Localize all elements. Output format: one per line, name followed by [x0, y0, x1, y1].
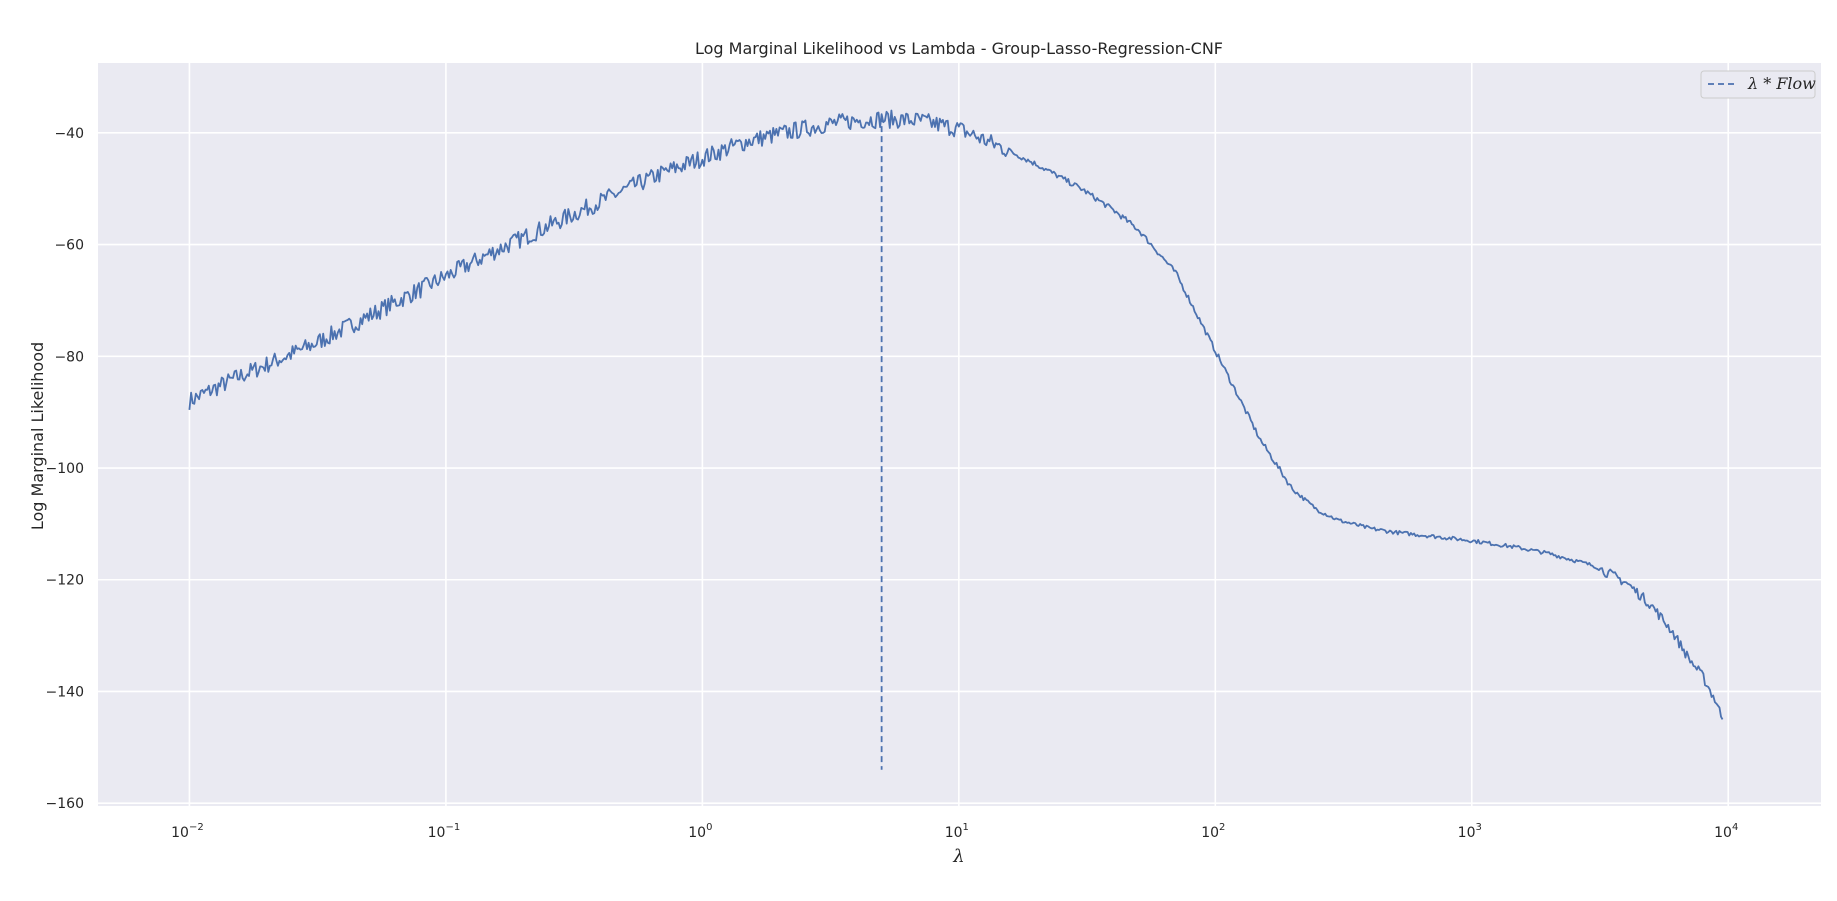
y-tick-label: −160	[46, 796, 84, 812]
x-tick-base: 10	[1201, 825, 1219, 841]
x-tick-base: 10	[1714, 825, 1732, 841]
y-tick-label: −80	[54, 349, 84, 365]
x-tick-label: 10−2	[171, 822, 204, 841]
legend-label: λ * Flow	[1747, 74, 1816, 93]
y-tick-label: −60	[54, 238, 84, 254]
x-tick-exponent: 3	[1475, 822, 1481, 833]
y-axis-label: Log Marginal Likelihood	[28, 342, 47, 530]
x-tick-label: 101	[945, 822, 969, 841]
x-tick-base: 10	[171, 825, 189, 841]
legend-box	[1700, 70, 1816, 99]
x-tick-base: 10	[1458, 825, 1476, 841]
series-layer	[188, 109, 1724, 720]
x-tick-base: 10	[688, 825, 706, 841]
x-tick-base: 10	[428, 825, 446, 841]
y-tick-label: −40	[54, 126, 84, 142]
x-tick-exponent: 1	[963, 822, 969, 833]
x-tick-exponent: −1	[445, 822, 460, 833]
y-tick-label: −140	[46, 684, 84, 700]
series-line	[188, 109, 1724, 720]
x-tick-label: 103	[1458, 822, 1482, 841]
x-tick-base: 10	[945, 825, 963, 841]
x-tick-exponent: 0	[706, 822, 712, 833]
x-tick-label: 100	[688, 822, 712, 841]
x-tick-label: 102	[1201, 822, 1225, 841]
x-tick-label: 10−1	[428, 822, 461, 841]
y-tick-labels: −40 −60 −80 −100 −120 −140 −160	[46, 126, 84, 812]
x-tick-labels: 10−2 10−1 100 101 102 103 104	[171, 822, 1738, 841]
x-tick-exponent: −2	[189, 822, 204, 833]
x-axis-label: λ	[952, 846, 964, 867]
y-tick-label: −120	[46, 573, 84, 589]
chart-title: Log Marginal Likelihood vs Lambda - Grou…	[695, 39, 1223, 58]
legend: λ * Flow	[1700, 70, 1816, 99]
x-tick-exponent: 2	[1219, 822, 1225, 833]
x-tick-label: 104	[1714, 822, 1738, 841]
y-tick-label: −100	[46, 461, 84, 477]
grid-lines	[98, 63, 1821, 806]
x-tick-exponent: 4	[1732, 822, 1738, 833]
